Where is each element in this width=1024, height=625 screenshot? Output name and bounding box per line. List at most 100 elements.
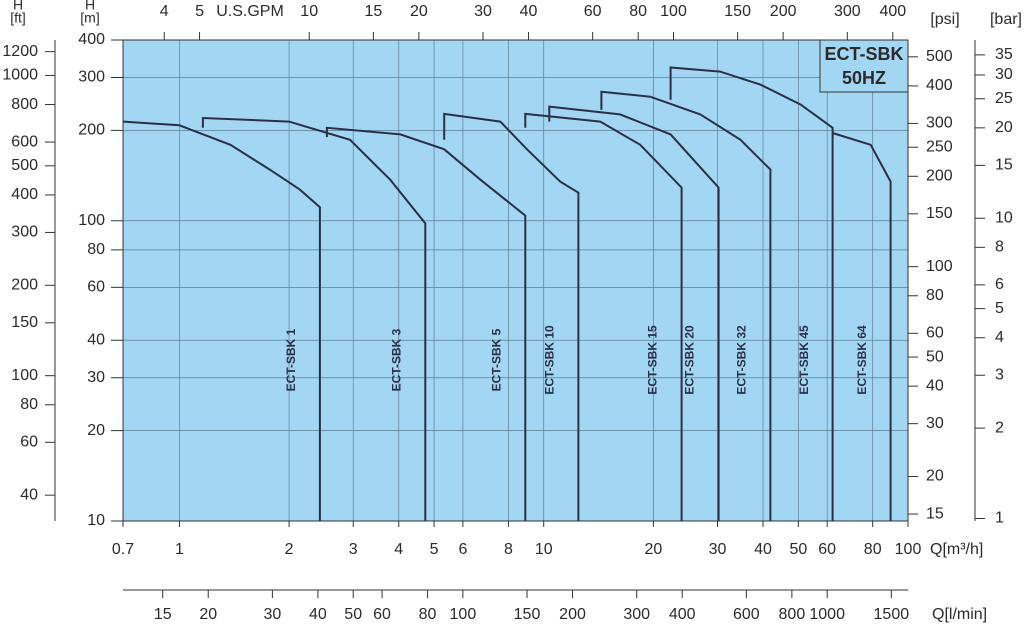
tick-label: 1200: [2, 43, 38, 60]
tick-label: 50: [344, 606, 362, 623]
tick-label: 20: [995, 119, 1013, 136]
tick-label: 40: [309, 606, 327, 623]
tick-label: 1000: [2, 67, 38, 84]
x-tick-label: 60: [818, 541, 836, 558]
pump-curve: [524, 112, 683, 521]
tick-label: 300: [926, 115, 953, 132]
axis-label: Q[l/min]: [932, 606, 987, 623]
tick-label: 200: [559, 606, 586, 623]
tick-label: 80: [419, 606, 437, 623]
x-tick-label: 80: [864, 541, 882, 558]
x-tick-label: 30: [709, 541, 727, 558]
y-tick-label: 30: [87, 369, 105, 386]
y-tick-label: 10: [87, 512, 105, 529]
tick-label: 2: [995, 419, 1004, 436]
tick-label: 80: [20, 396, 38, 413]
pump-curve: [325, 126, 527, 521]
tick-label: 1000: [809, 606, 845, 623]
tick-label: 60: [584, 3, 602, 20]
grid: [122, 39, 909, 522]
axis-label: [bar]: [990, 11, 1022, 28]
axis-label: H: [13, 0, 23, 13]
tick-label: 100: [926, 258, 953, 275]
pump-curve: [443, 112, 580, 521]
tick-label: 20: [926, 468, 944, 485]
tick-label: 60: [926, 325, 944, 342]
x-tick-label: 40: [754, 541, 772, 558]
tick-label: 15: [364, 3, 382, 20]
curve-label: ECT-SBK 1: [284, 328, 298, 391]
tick-label: 60: [373, 606, 391, 623]
tick-label: 15: [154, 606, 172, 623]
tick-label: 25: [995, 90, 1013, 107]
tick-label: 200: [770, 3, 797, 20]
tick-label: 500: [926, 48, 953, 65]
curve-label: ECT-SBK 15: [646, 325, 660, 395]
tick-label: 1: [995, 510, 1004, 527]
tick-label: 400: [879, 3, 906, 20]
curve-label: ECT-SBK 5: [489, 328, 503, 391]
x-tick-label: 100: [895, 541, 922, 558]
x-tick-label: 20: [644, 541, 662, 558]
x-tick-label: 10: [535, 541, 553, 558]
axis-label: Q[m³/h]: [930, 541, 983, 558]
y-tick-label: 100: [78, 212, 105, 229]
x-tick-label: 0.7: [112, 541, 134, 558]
tick-label: 20: [410, 3, 428, 20]
axis-label: [psi]: [930, 11, 959, 28]
curve-label: ECT-SBK 64: [855, 325, 869, 395]
tick-label: 150: [926, 205, 953, 222]
tick-label: 35: [995, 46, 1013, 63]
tick-label: 400: [669, 606, 696, 623]
curve-label: ECT-SBK 3: [389, 328, 403, 391]
pump-curve: [548, 105, 720, 521]
tick-label: 600: [733, 606, 760, 623]
tick-label: 6: [995, 276, 1004, 293]
tick-label: 40: [520, 3, 538, 20]
tick-label: 200: [11, 277, 38, 294]
x-tick-label: 4: [394, 541, 403, 558]
tick-label: 150: [11, 314, 38, 331]
tick-label: 3: [995, 366, 1004, 383]
chart-title: ECT-SBK: [824, 44, 903, 64]
tick-label: 30: [263, 606, 281, 623]
tick-label: 10: [995, 209, 1013, 226]
axis-label: [ft]: [10, 10, 26, 26]
model-box: [819, 39, 909, 93]
pump-curve: [669, 66, 834, 521]
tick-label: 30: [926, 415, 944, 432]
tick-label: 15: [926, 505, 944, 522]
tick-label: 600: [11, 133, 38, 150]
x-tick-label: 5: [430, 541, 439, 558]
tick-label: 80: [629, 3, 647, 20]
pump-curve: [201, 116, 427, 521]
tick-label: 10: [300, 3, 318, 20]
tick-label: 60: [20, 434, 38, 451]
tick-label: 150: [724, 3, 751, 20]
tick-label: 100: [11, 367, 38, 384]
axis-label: H: [85, 0, 95, 13]
tick-label: 15: [995, 157, 1013, 174]
y-tick-label: 40: [87, 331, 105, 348]
tick-label: 5: [195, 3, 204, 20]
tick-label: 4: [160, 3, 169, 20]
tick-label: 150: [514, 606, 541, 623]
curve-label: ECT-SBK 32: [735, 325, 749, 395]
tick-label: 30: [995, 66, 1013, 83]
tick-label: 1500: [874, 606, 910, 623]
chart-subtitle: 50HZ: [842, 68, 886, 88]
tick-label: 50: [926, 348, 944, 365]
tick-label: 800: [779, 606, 806, 623]
tick-label: 100: [450, 606, 477, 623]
curves: ECT-SBK 1 ECT-SBK 3 ECT-SBK 5 ECT-SBK 10 ECT…: [122, 66, 892, 521]
axis-label: [m]: [80, 10, 99, 26]
pump-curve: [600, 90, 772, 521]
curve-label: ECT-SBK 20: [683, 325, 697, 395]
tick-label: 4: [995, 329, 1004, 346]
x-tick-label: 6: [458, 541, 467, 558]
tick-label: 300: [11, 224, 38, 241]
tick-label: 400: [926, 77, 953, 94]
axis-label: U.S.GPM: [216, 3, 284, 20]
y-tick-label: 60: [87, 279, 105, 296]
